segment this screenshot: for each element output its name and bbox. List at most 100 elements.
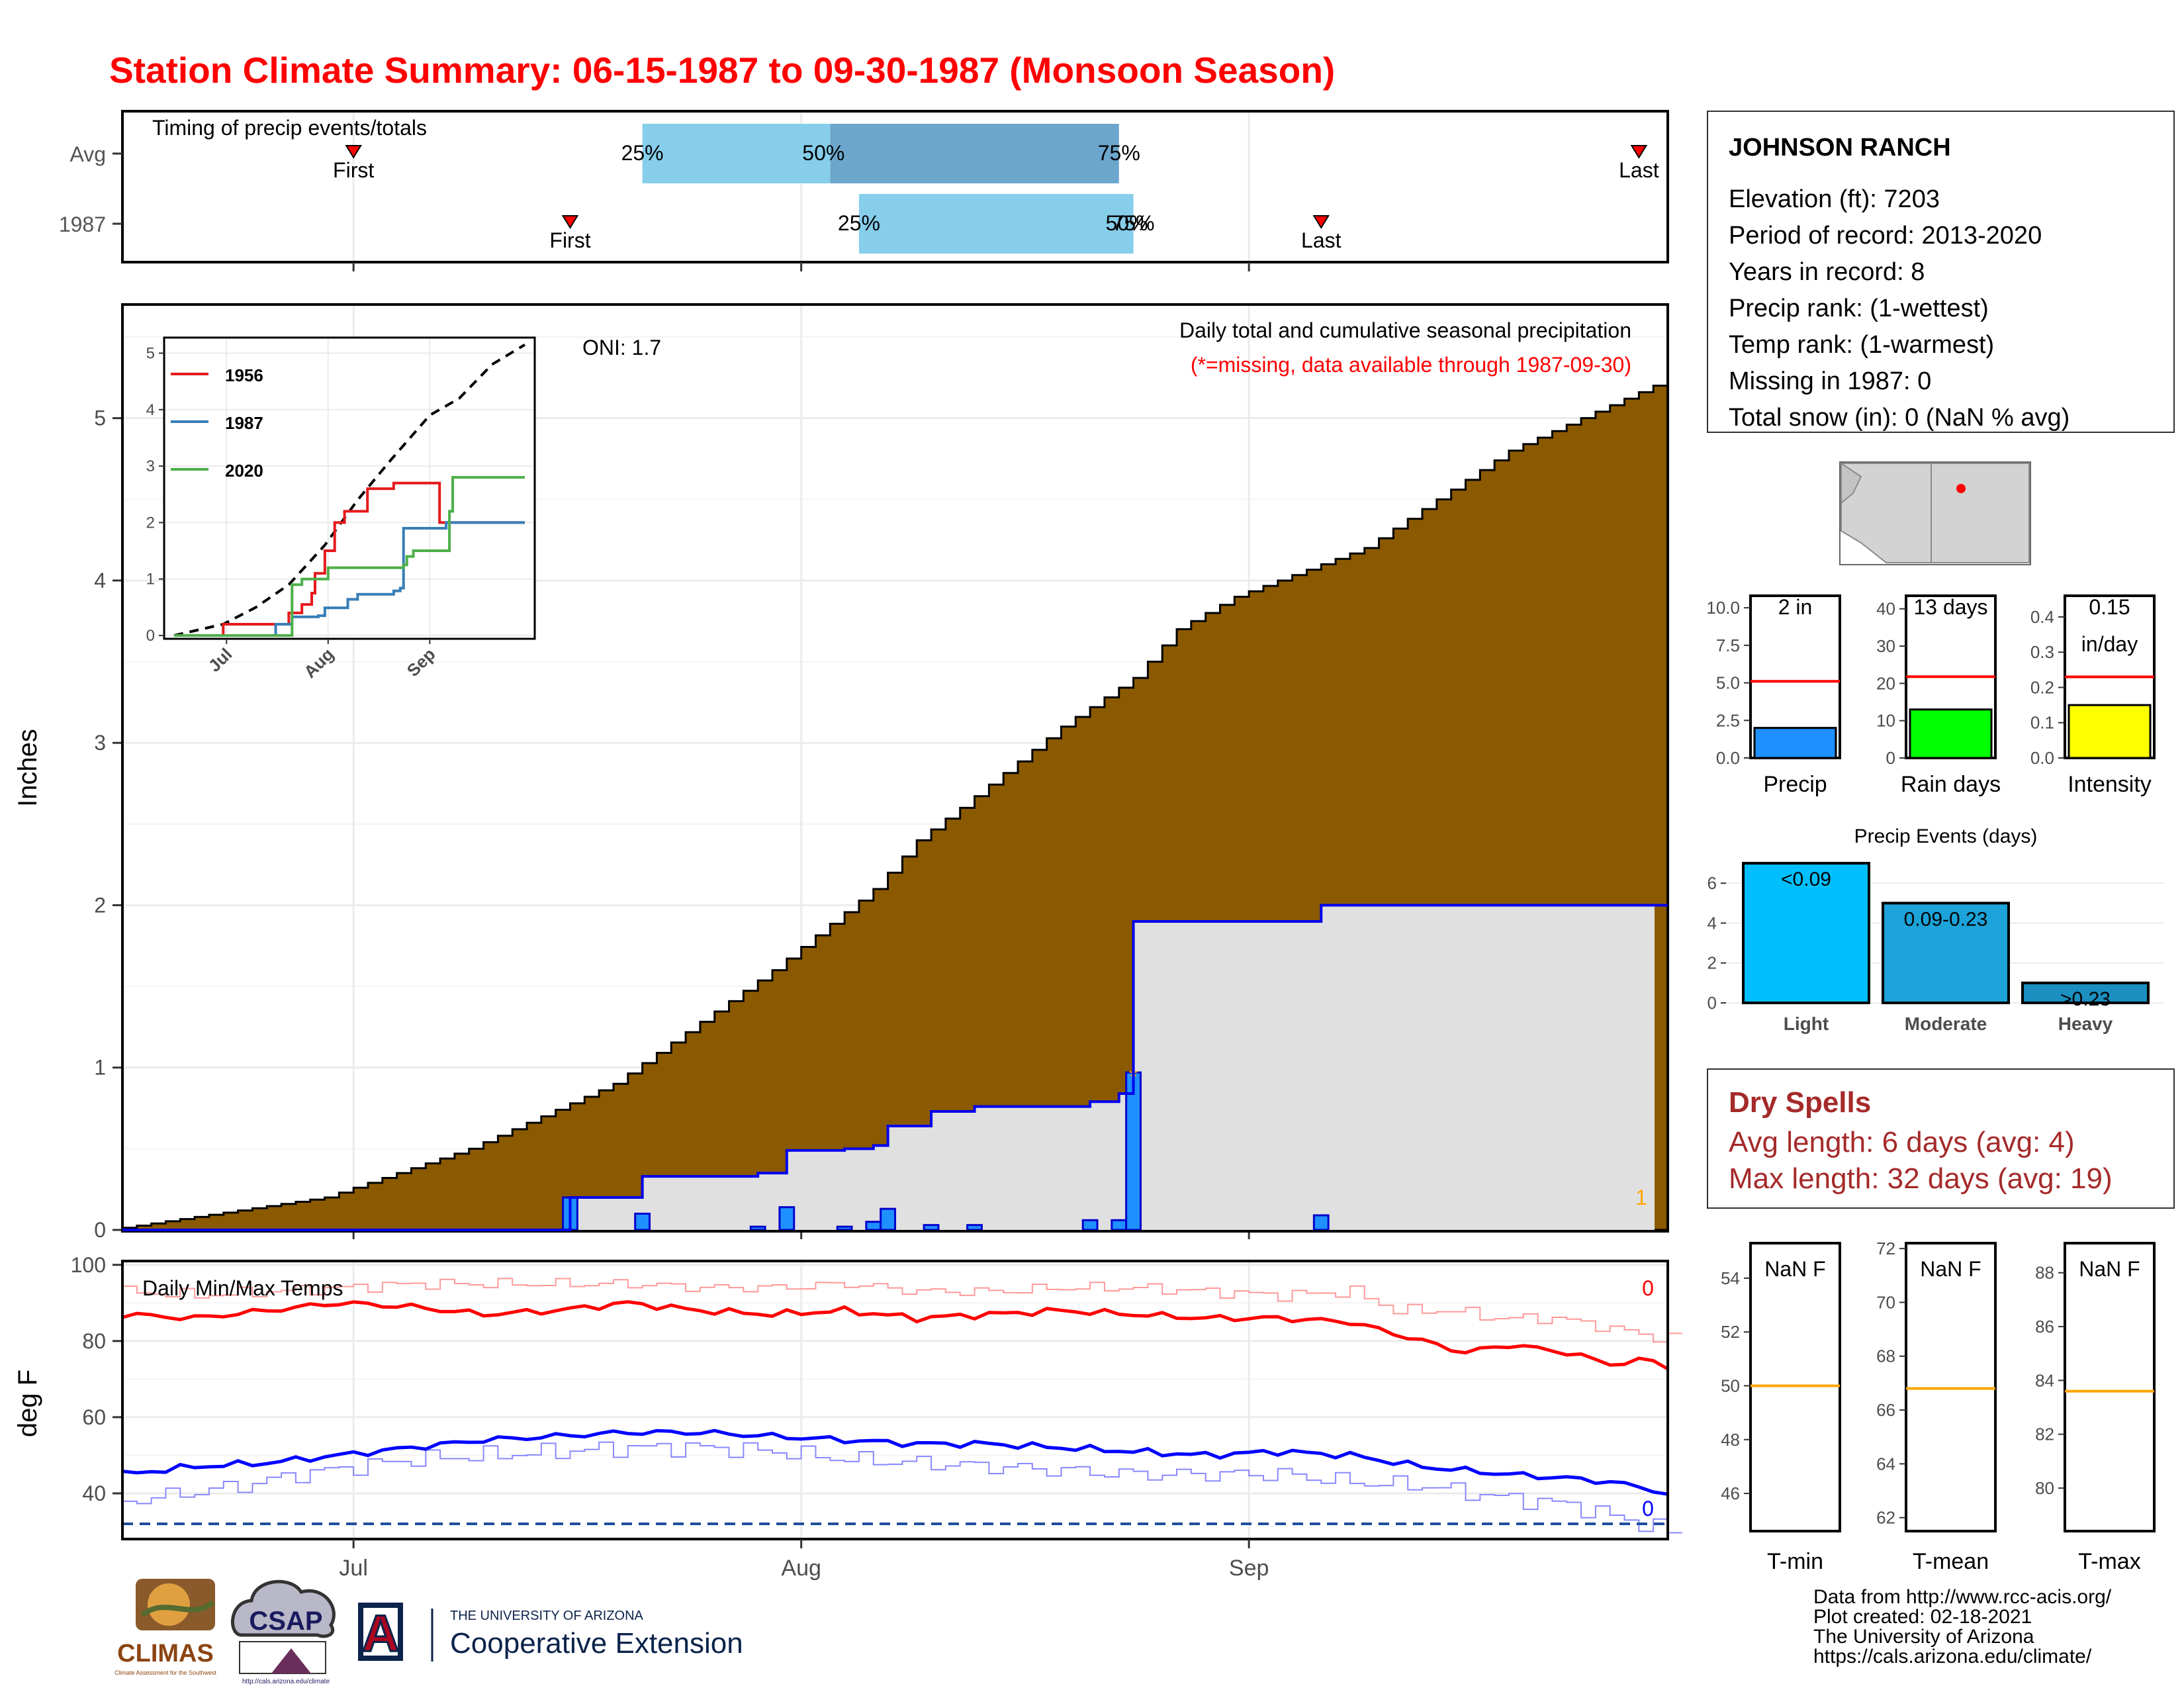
credit-url: https://cals.arizona.edu/climate/: [1813, 1646, 2092, 1667]
temp-panel-annotation-0: NaN F: [1764, 1257, 1825, 1281]
events-category-heavy: Heavy: [2058, 1013, 2113, 1034]
precip-summary-bars: 0.0 2.5 5.0 7.5 10.0 2 in Precip 0 10 20 30 40 13 da…: [1706, 594, 2156, 797]
month-label-sep: Sep: [1229, 1556, 1269, 1581]
ua-logo-small-text: THE UNIVERSITY OF ARIZONA: [450, 1609, 644, 1623]
daily-bar-12: [1312, 1214, 1330, 1231]
events-ytick-label-4: 4: [1707, 913, 1717, 933]
climas-logo-subtext: Climate Assessment for the Southwest: [114, 1669, 217, 1676]
timing-avg-first-marker: [345, 145, 362, 159]
ua-logo-big-text: Cooperative Extension: [450, 1627, 743, 1660]
climas-logo-wave: [140, 1599, 215, 1618]
ua-cooperative-extension-logo: A THE UNIVERSITY OF ARIZONA Cooperative …: [358, 1603, 743, 1664]
daily-bar-10: [1111, 1219, 1128, 1231]
credit-plot-created: Plot created: 02-18-2021: [1813, 1606, 2032, 1628]
timing-avg-last-marker: [1630, 145, 1648, 159]
station-temp-rank: Temp rank: (1-warmest): [1729, 331, 1994, 359]
month-label-aug: Aug: [781, 1556, 821, 1581]
temp-panel-frame-1: [1905, 1242, 1997, 1532]
main-ytick-label-0: 0: [94, 1218, 106, 1242]
inset-legend: 1956 1987 2020: [171, 365, 263, 481]
temp-panel-0-tick-label-0: 46: [1721, 1483, 1740, 1503]
tmin-observed-line: [122, 1441, 1682, 1534]
mini-panel-1-tick-label-2: 20: [1876, 673, 1895, 693]
station-years: Years in record: 8: [1729, 258, 1925, 286]
credit-university: The University of Arizona: [1813, 1626, 2034, 1648]
timing-1987-q50-label: 50%: [1106, 211, 1148, 235]
dry-spells-frame: [1707, 1068, 2175, 1209]
temp-panel-1-tick-label-0: 62: [1876, 1508, 1895, 1528]
temp-panel-1-tick-label-1: 64: [1876, 1454, 1895, 1474]
temp-panel-1-tick-label-3: 68: [1876, 1346, 1895, 1366]
mini-panel-2-tick-label-0: 0.0: [2030, 748, 2054, 768]
tmax-average-line: [122, 1300, 1669, 1371]
main-ytick-label-1: 1: [94, 1056, 106, 1080]
mini-panel-annotation-1: 13 days: [1913, 595, 1987, 619]
climas-logo: CLIMAS Climate Assessment for the Southw…: [114, 1579, 217, 1676]
events-ytick-label-2: 2: [1707, 953, 1717, 973]
main-ytick-label-2: 2: [94, 893, 106, 917]
mini-panel-bar-1: [1909, 708, 1993, 759]
dry-spells-box: Dry Spells Avg length: 6 days (avg: 4) M…: [1707, 1068, 2175, 1209]
mini-panel-label-2: Intensity: [2068, 772, 2152, 797]
mini-panel-0-tick-label-4: 10.0: [1706, 598, 1740, 618]
dry-spells-avg: Avg length: 6 days (avg: 4): [1729, 1126, 2075, 1158]
temp-panel-label-0: T-min: [1767, 1549, 1823, 1574]
missing-count-label: 1: [1635, 1186, 1647, 1209]
main-ytick-label-3: 3: [94, 731, 106, 755]
timing-1987-q25-q50-bar: [858, 194, 1134, 254]
daily-bar-6: [880, 1207, 897, 1231]
mini-panel-2-tick-label-4: 0.4: [2030, 607, 2054, 627]
ua-logo-shield: [358, 1603, 403, 1661]
daily-bar-7: [923, 1224, 940, 1231]
timing-avg-last-label: Last: [1619, 158, 1659, 182]
temp-lines: [122, 1278, 1682, 1534]
temp-panel-2-tick-label-4: 88: [2035, 1263, 2054, 1283]
events-bar-label-moderate: 0.09-0.23: [1904, 908, 1988, 930]
events-bar-label-heavy: >0.23: [2060, 988, 2111, 1010]
timing-row-label-avg: Avg: [69, 142, 106, 166]
oni-label: ONI: 1.7: [582, 336, 661, 359]
footer-credits: Data from http://www.rcc-acis.org/ Plot …: [1813, 1586, 2112, 1667]
temp-panel-frame-0: [1749, 1242, 1841, 1532]
inset-ytick-label-3: 3: [146, 457, 155, 475]
footer-logos: CLIMAS Climate Assessment for the Southw…: [114, 1579, 743, 1685]
daily-bar-4: [836, 1225, 853, 1231]
station-snow: Total snow (in): 0 (NaN % avg): [1729, 404, 2070, 432]
climas-logo-sun: [148, 1583, 190, 1626]
tmax-observed-line: [122, 1278, 1682, 1343]
daily-precip-bars: *: [562, 1064, 1330, 1231]
main-chart-missing-note: (*=missing, data available through 1987-…: [1191, 353, 1631, 377]
timing-avg-q50-label: 50%: [802, 141, 844, 165]
mini-panel-1-tick-label-4: 40: [1876, 599, 1895, 619]
timing-row-label-1987: 1987: [59, 212, 106, 236]
temp-y-axis: 40 60 80 100: [71, 1253, 122, 1505]
temp-y-axis-label: deg F: [13, 1370, 42, 1437]
dry-spells-max: Max length: 32 days (avg: 19): [1729, 1162, 2113, 1195]
dry-spells-title: Dry Spells: [1729, 1086, 1871, 1119]
inset-ytick-label-0: 0: [146, 627, 155, 645]
inset-average-line: [173, 344, 526, 637]
timing-1987-q75-label: 75%: [1113, 211, 1155, 235]
mini-panel-annotation-0: 2 in: [1778, 595, 1813, 619]
events-bar-light: [1742, 862, 1870, 1005]
daily-bar-3: [778, 1206, 796, 1231]
mini-panel-label-0: Precip: [1763, 772, 1827, 797]
mini-panel-0-tick-label-1: 2.5: [1716, 710, 1740, 730]
temp-panel-0-tick-label-2: 50: [1721, 1376, 1740, 1395]
daily-bar-8: [966, 1224, 983, 1231]
tmin-count-label: 0: [1642, 1497, 1654, 1521]
daily-bar-11: [1125, 1071, 1142, 1231]
mini-panel-1-tick-label-1: 10: [1876, 711, 1895, 731]
temp-grid: [122, 1261, 1668, 1539]
timing-1987-q25-label: 25%: [838, 211, 880, 235]
inset-ytick-label-2: 2: [146, 514, 155, 532]
timing-avg-q75-label: 75%: [1098, 141, 1140, 165]
temp-panel-0-tick-label-3: 52: [1721, 1322, 1740, 1342]
inset-lines: [173, 344, 526, 637]
station-info-box: JOHNSON RANCH Elevation (ft): 7203 Perio…: [1707, 111, 2175, 433]
csap-mountain: [271, 1648, 311, 1673]
csap-logo-text: CSAP: [249, 1607, 322, 1636]
main-ytick-label-5: 5: [94, 406, 106, 430]
observed-1987-cumulative-area: [122, 905, 1668, 1230]
